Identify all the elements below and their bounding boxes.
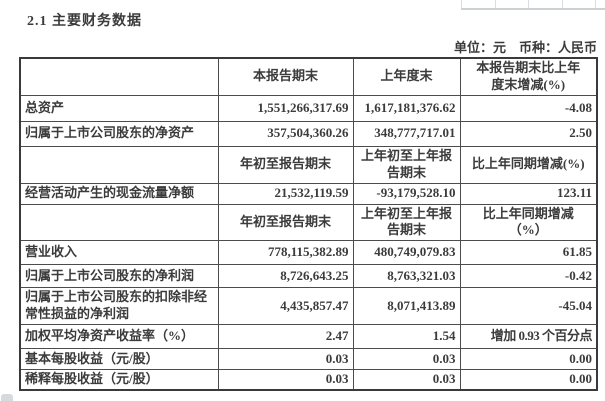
grid-line bbox=[562, 0, 563, 8]
table-row: 营业收入 778,115,382.89 480,749,079.83 61.85 bbox=[19, 240, 598, 266]
value-cell: 61.85 bbox=[459, 240, 598, 266]
value-cell: 480,749,079.83 bbox=[352, 240, 461, 266]
row-label: 营业收入 bbox=[19, 240, 219, 266]
column-header: 比上年同期增减（%） bbox=[459, 203, 598, 242]
value-cell: 348,777,717.01 bbox=[352, 120, 461, 147]
grid-line bbox=[595, 0, 596, 8]
value-cell: 0.00 bbox=[459, 348, 598, 371]
value-cell: 357,504,360.26 bbox=[217, 120, 354, 147]
value-cell: -0.42 bbox=[459, 264, 598, 289]
row-label: 归属于上市公司股东的扣除非经常性损益的净利润 bbox=[19, 287, 219, 326]
column-header: 上年度末 bbox=[352, 57, 461, 96]
table-header-row: 年初至报告期末 上年初至上年报告期末 比上年同期增减（%） bbox=[19, 203, 598, 242]
table-row: 总资产 1,551,266,317.69 1,617,181,376.62 -4… bbox=[19, 94, 598, 122]
table-row: 归属于上市公司股东的净利润 8,726,643.25 8,763,321.03 … bbox=[19, 264, 598, 289]
value-cell: 0.03 bbox=[217, 348, 354, 371]
column-header: 年初至报告期末 bbox=[217, 203, 354, 242]
row-label: 经营活动产生的现金流量净额 bbox=[19, 182, 219, 205]
value-cell: 1,617,181,376.62 bbox=[352, 94, 461, 122]
value-cell: 1.54 bbox=[352, 324, 461, 350]
column-header: 上年初至上年报告期末 bbox=[352, 145, 461, 184]
value-cell: 0.03 bbox=[217, 369, 354, 391]
table-row: 基本每股收益（元/股） 0.03 0.03 0.00 bbox=[19, 348, 598, 371]
column-header: 本报告期末 bbox=[217, 57, 354, 96]
row-label: 归属于上市公司股东的净利润 bbox=[19, 264, 219, 289]
empty-header-cell bbox=[19, 203, 219, 242]
value-cell: 0.03 bbox=[352, 348, 461, 371]
grid-line bbox=[528, 0, 529, 8]
value-cell: 增加 0.93 个百分点 bbox=[459, 324, 598, 350]
table-row: 经营活动产生的现金流量净额 21,532,119.59 -93,179,528.… bbox=[19, 182, 598, 205]
value-cell: 1,551,266,317.69 bbox=[217, 94, 354, 122]
grid-line bbox=[495, 0, 496, 8]
table-row: 归属于上市公司股东的净资产 357,504,360.26 348,777,717… bbox=[19, 120, 598, 147]
value-cell: 2.47 bbox=[217, 324, 354, 350]
value-cell: 21,532,119.59 bbox=[217, 182, 354, 205]
value-cell: -4.08 bbox=[459, 94, 598, 122]
row-label: 加权平均净资产收益率（%） bbox=[19, 324, 219, 350]
row-label: 归属于上市公司股东的净资产 bbox=[19, 120, 219, 147]
row-label: 总资产 bbox=[19, 94, 219, 122]
value-cell: 8,763,321.03 bbox=[352, 264, 461, 289]
column-header: 比上年同期增减(%) bbox=[459, 145, 598, 184]
table-header-row: 本报告期末 上年度末 本报告期末比上年度末增减(%) bbox=[19, 57, 598, 96]
financial-data-table: 本报告期末 上年度末 本报告期末比上年度末增减(%) 总资产 1,551,266… bbox=[19, 57, 598, 392]
value-cell: 778,115,382.89 bbox=[217, 240, 354, 266]
table-header-row: 年初至报告期末 上年初至上年报告期末 比上年同期增减(%) bbox=[19, 145, 598, 184]
table-row: 归属于上市公司股东的扣除非经常性损益的净利润 4,435,857.47 8,07… bbox=[19, 287, 598, 326]
value-cell: -45.04 bbox=[459, 287, 598, 326]
table-row: 加权平均净资产收益率（%） 2.47 1.54 增加 0.93 个百分点 bbox=[19, 324, 598, 350]
row-label: 稀释每股收益（元/股） bbox=[19, 369, 219, 391]
value-cell: 8,726,643.25 bbox=[217, 264, 354, 289]
empty-header-cell bbox=[19, 145, 219, 184]
page-corner-artifact bbox=[1, 394, 13, 401]
value-cell: 123.11 bbox=[459, 182, 598, 205]
value-cell: 0.03 bbox=[352, 369, 461, 391]
column-header: 上年初至上年报告期末 bbox=[352, 203, 461, 242]
value-cell: -93,179,528.10 bbox=[352, 182, 461, 205]
value-cell: 2.50 bbox=[459, 120, 598, 147]
value-cell: 4,435,857.47 bbox=[217, 287, 354, 326]
cropped-table-above-artifact bbox=[461, 0, 605, 10]
row-label: 基本每股收益（元/股） bbox=[19, 348, 219, 371]
unit-currency-note: 单位：元 币种：人民币 bbox=[453, 40, 597, 55]
column-header: 年初至报告期末 bbox=[217, 145, 354, 184]
empty-header-cell bbox=[19, 57, 219, 96]
value-cell: 8,071,413.89 bbox=[352, 287, 461, 326]
table-row: 稀释每股收益（元/股） 0.03 0.03 0.00 bbox=[19, 369, 598, 391]
section-title: 2.1 主要财务数据 bbox=[27, 14, 142, 29]
column-header: 本报告期末比上年度末增减(%) bbox=[459, 57, 598, 96]
value-cell: 0.00 bbox=[459, 369, 598, 391]
grid-line bbox=[461, 0, 462, 8]
